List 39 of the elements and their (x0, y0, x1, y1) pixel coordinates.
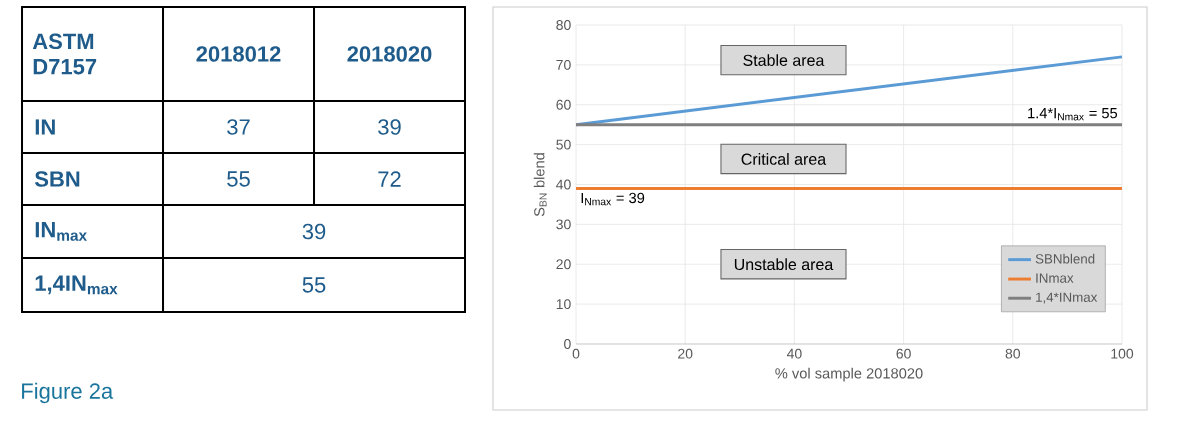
y-tick-label: 10 (556, 299, 571, 310)
x-tick-label: 0 (572, 348, 580, 359)
caption: Figure 2a (22, 382, 114, 404)
category-label: IN$_{max}$ (35, 222, 87, 241)
annotation: Critical area (741, 153, 827, 165)
y-tick-label: 20 (556, 259, 571, 270)
x-tick-label: 40 (786, 348, 802, 359)
category-label: 2018020 (347, 46, 432, 62)
annotation: Unstable area (734, 258, 834, 271)
x-tick-label: 80 (1005, 348, 1021, 359)
category-label: SBN (34, 171, 80, 187)
text: 72 (378, 171, 401, 187)
y-tick-label: 50 (556, 139, 571, 150)
annotation: Stable area (743, 54, 825, 66)
legend-label: INmax (1036, 273, 1074, 283)
text: 39 (302, 223, 326, 240)
x-tick-label: 60 (896, 348, 911, 359)
category-label: ASTM D7157 (32, 33, 97, 75)
y-tick-label: 40 (556, 179, 571, 190)
legend-label: SBNblend (1035, 253, 1095, 264)
x-tick-label: 20 (678, 348, 693, 359)
text: 37 (227, 119, 250, 135)
x-tick-label: 100 (1111, 348, 1134, 359)
category-label: 2018012 (196, 46, 281, 62)
text: 55 (302, 277, 326, 293)
category-label: IN (35, 119, 55, 135)
y-tick-label: 70 (556, 59, 571, 70)
y-axis-title: S$_{BN}$ blend (533, 153, 547, 217)
y-tick-label: 80 (556, 20, 571, 30)
category-label: 1,4IN$_{max}$ (35, 275, 118, 295)
x-axis-title: % vol sample 2018020 (775, 367, 923, 382)
text: 55 (227, 171, 250, 187)
y-tick-label: 30 (556, 219, 571, 230)
annotation: I$_{Nmax}$ = 39 (581, 192, 645, 206)
text: 39 (378, 119, 401, 135)
legend-label: 1,4*INmax (1036, 292, 1098, 304)
annotation: 1.4*I$_{Nmax}$ = 55 (1028, 108, 1118, 121)
y-tick-label: 60 (556, 99, 571, 110)
y-tick-label: 0 (564, 339, 571, 349)
